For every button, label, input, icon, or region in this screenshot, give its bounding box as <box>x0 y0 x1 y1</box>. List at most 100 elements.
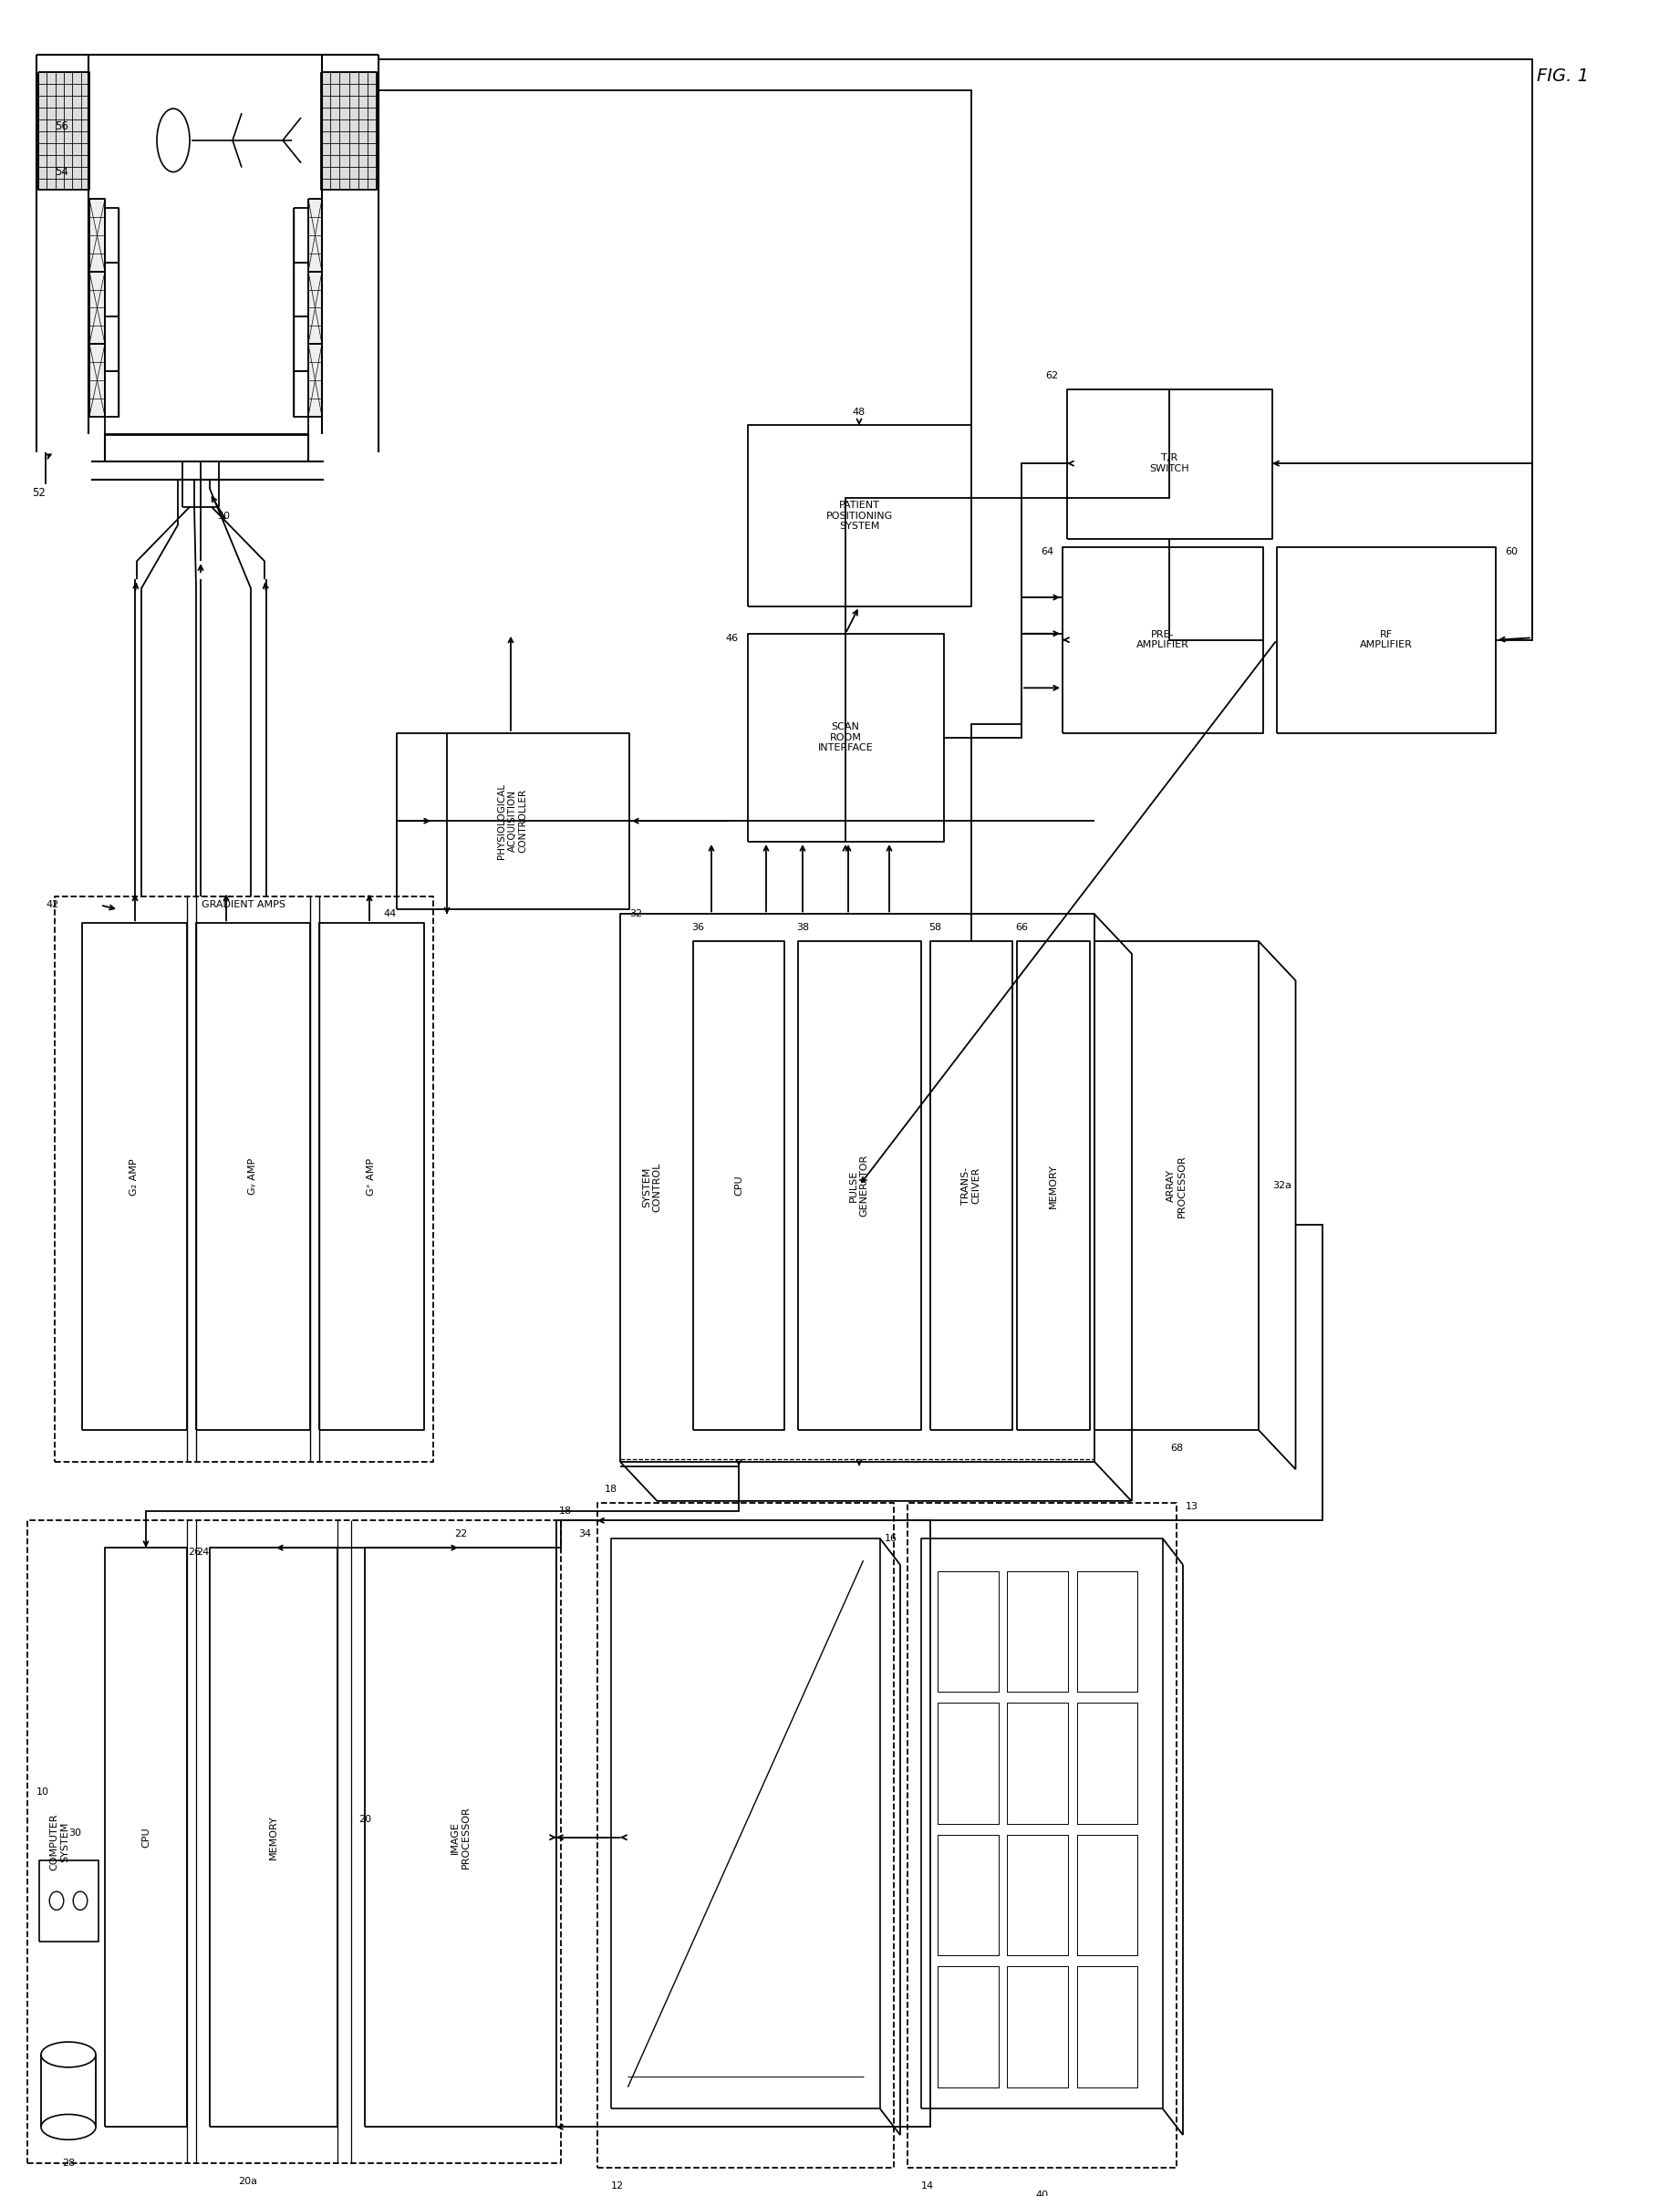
Polygon shape <box>365 1548 556 2128</box>
Polygon shape <box>319 922 423 1430</box>
Polygon shape <box>39 72 89 191</box>
Text: COMPUTER
SYSTEM: COMPUTER SYSTEM <box>49 1814 69 1871</box>
Polygon shape <box>1008 1704 1068 1825</box>
Text: 22: 22 <box>454 1531 467 1539</box>
Text: 36: 36 <box>692 922 704 933</box>
Text: 42: 42 <box>47 900 59 909</box>
Text: 10: 10 <box>37 1788 49 1796</box>
Polygon shape <box>89 200 104 272</box>
Polygon shape <box>104 264 119 316</box>
Text: CPU: CPU <box>734 1175 743 1197</box>
Text: Gˣ AMP: Gˣ AMP <box>366 1157 376 1195</box>
Polygon shape <box>1008 1834 1068 1954</box>
Text: 60: 60 <box>1505 547 1517 556</box>
Text: 13: 13 <box>1186 1502 1198 1511</box>
Text: 30: 30 <box>69 1829 81 1838</box>
Text: G₂ AMP: G₂ AMP <box>129 1157 139 1195</box>
Text: T/R
SWITCH: T/R SWITCH <box>1149 455 1189 474</box>
Ellipse shape <box>40 2115 96 2139</box>
Polygon shape <box>307 345 323 417</box>
Text: 24: 24 <box>197 1548 208 1557</box>
Text: 18: 18 <box>605 1484 618 1493</box>
Text: PULSE
GENERATOR: PULSE GENERATOR <box>850 1155 869 1217</box>
Text: 34: 34 <box>578 1531 591 1539</box>
Text: 38: 38 <box>796 922 810 933</box>
Polygon shape <box>197 922 311 1430</box>
Text: 46: 46 <box>726 632 739 643</box>
Polygon shape <box>294 209 307 264</box>
Text: 66: 66 <box>1015 922 1028 933</box>
Text: Gᵧ AMP: Gᵧ AMP <box>249 1157 257 1195</box>
Polygon shape <box>1094 942 1258 1430</box>
Ellipse shape <box>40 2042 96 2066</box>
Text: 48: 48 <box>853 406 865 417</box>
Polygon shape <box>937 1965 1000 2086</box>
Polygon shape <box>89 345 104 417</box>
Text: SYSTEM
CONTROL: SYSTEM CONTROL <box>642 1162 662 1212</box>
Text: FIG. 1: FIG. 1 <box>1537 68 1588 86</box>
Polygon shape <box>748 635 944 841</box>
Polygon shape <box>1008 1965 1068 2086</box>
Polygon shape <box>104 316 119 371</box>
Polygon shape <box>1008 1572 1068 1693</box>
Polygon shape <box>55 896 433 1463</box>
Text: PATIENT
POSITIONING
SYSTEM: PATIENT POSITIONING SYSTEM <box>827 501 892 531</box>
Polygon shape <box>748 426 971 606</box>
Text: 56: 56 <box>55 121 69 132</box>
Polygon shape <box>1077 1572 1137 1693</box>
Text: 16: 16 <box>885 1535 897 1544</box>
Polygon shape <box>931 942 1013 1430</box>
Polygon shape <box>321 72 376 191</box>
Text: MEMORY: MEMORY <box>269 1816 279 1860</box>
Polygon shape <box>694 942 785 1430</box>
Polygon shape <box>307 200 323 272</box>
Text: 50: 50 <box>217 512 230 520</box>
Text: IMAGE
PROCESSOR: IMAGE PROCESSOR <box>450 1805 470 1869</box>
Polygon shape <box>1077 1834 1137 1954</box>
Text: 32: 32 <box>630 909 642 918</box>
Polygon shape <box>39 1860 97 1941</box>
Text: 20a: 20a <box>239 2176 257 2185</box>
Text: RF
AMPLIFIER: RF AMPLIFIER <box>1359 630 1413 650</box>
Polygon shape <box>1077 1704 1137 1825</box>
Polygon shape <box>598 1502 894 2167</box>
Text: TRANS-
CEIVER: TRANS- CEIVER <box>961 1166 981 1203</box>
Polygon shape <box>294 264 307 316</box>
Text: 26: 26 <box>188 1548 200 1557</box>
Text: 20: 20 <box>358 1814 371 1825</box>
Text: 18: 18 <box>559 1506 571 1515</box>
Polygon shape <box>620 914 1094 1463</box>
Polygon shape <box>1277 547 1495 733</box>
Polygon shape <box>937 1572 1000 1693</box>
Text: 14: 14 <box>921 2181 934 2189</box>
Polygon shape <box>104 1548 186 2128</box>
Text: ARRAY
PROCESSOR: ARRAY PROCESSOR <box>1166 1155 1186 1217</box>
Polygon shape <box>27 1520 561 2163</box>
Polygon shape <box>937 1834 1000 1954</box>
Polygon shape <box>89 272 104 345</box>
Text: 28: 28 <box>62 2159 76 2167</box>
Text: 32a: 32a <box>1272 1181 1292 1190</box>
Text: 54: 54 <box>55 167 69 178</box>
Polygon shape <box>294 371 307 417</box>
Polygon shape <box>104 209 119 264</box>
Text: 40: 40 <box>1035 2189 1048 2196</box>
Text: PHYSIOLOGICAL
ACQUISITION
CONTROLLER: PHYSIOLOGICAL ACQUISITION CONTROLLER <box>497 784 528 859</box>
Text: GRADIENT AMPS: GRADIENT AMPS <box>202 900 286 909</box>
Polygon shape <box>612 1539 880 2108</box>
Polygon shape <box>1062 547 1263 733</box>
Text: 58: 58 <box>929 922 941 933</box>
Polygon shape <box>907 1502 1176 2167</box>
Polygon shape <box>798 942 921 1430</box>
Polygon shape <box>921 1539 1163 2108</box>
Text: 12: 12 <box>612 2181 623 2189</box>
Text: 52: 52 <box>32 488 45 498</box>
Polygon shape <box>396 733 630 909</box>
Text: 64: 64 <box>1040 547 1053 556</box>
Polygon shape <box>1077 1965 1137 2086</box>
Text: SCAN
ROOM
INTERFACE: SCAN ROOM INTERFACE <box>818 722 874 753</box>
Text: PRE-
AMPLIFIER: PRE- AMPLIFIER <box>1136 630 1189 650</box>
Polygon shape <box>294 316 307 371</box>
Polygon shape <box>1067 389 1272 538</box>
Polygon shape <box>104 371 119 417</box>
